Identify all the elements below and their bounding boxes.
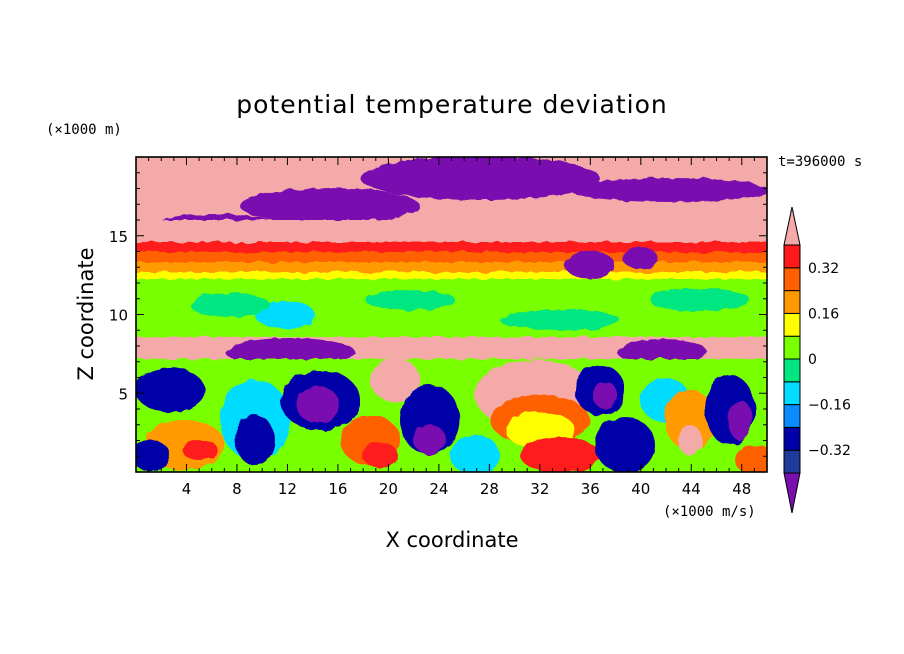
x-tick-label: 36 (581, 480, 600, 498)
x-unit-label: (×1000 m/s) (663, 504, 756, 520)
colorbar: 0.32 0.16 0 −0.16 −0.32 (783, 206, 851, 514)
colorbar-tick-label: 0.16 (808, 306, 839, 322)
colorbar-tick-label: −0.32 (808, 443, 851, 459)
x-axis: 4 8 12 16 20 24 28 32 36 40 44 48 (148, 157, 755, 498)
x-tick-label: 24 (429, 480, 448, 498)
colorbar-bin (783, 290, 801, 314)
time-label: t=396000 s (778, 154, 862, 170)
y-tick-label: 15 (109, 228, 128, 246)
colorbar-tick-label: 0 (808, 352, 817, 368)
x-tick-label: 12 (278, 480, 297, 498)
colorbar-tick-label: 0.32 (808, 261, 839, 277)
colorbar-under-triangle (783, 472, 801, 514)
x-tick-label: 32 (530, 480, 549, 498)
x-axis-title: X coordinate (385, 528, 518, 552)
y-axis-title: Z coordinate (74, 247, 98, 380)
colorbar-bin (783, 267, 801, 292)
colorbar-bin (783, 404, 801, 428)
chart-title: potential temperature deviation (236, 90, 667, 119)
x-tick-label: 20 (379, 480, 398, 498)
x-tick-label: 8 (232, 480, 242, 498)
colorbar-bin (783, 244, 801, 269)
x-tick-label: 48 (732, 480, 751, 498)
colorbar-bin (783, 449, 801, 474)
colorbar-bin (783, 358, 801, 383)
x-tick-label: 44 (682, 480, 701, 498)
x-tick-label: 28 (480, 480, 499, 498)
colorbar-bin (783, 335, 801, 360)
colorbar-bin (783, 312, 801, 337)
x-tick-label: 16 (328, 480, 347, 498)
heatmap-field (136, 157, 767, 472)
x-tick-label: 40 (631, 480, 650, 498)
colorbar-bin (783, 381, 801, 406)
y-unit-label: (×1000 m) (46, 122, 122, 138)
y-tick-label: 5 (118, 385, 128, 403)
y-axis: 5 10 15 (109, 172, 767, 457)
y-tick-label: 10 (109, 307, 128, 325)
colorbar-over-triangle (783, 206, 801, 246)
x-tick-label: 4 (182, 480, 192, 498)
colorbar-bin (783, 426, 801, 451)
colorbar-tick-label: −0.16 (808, 398, 851, 414)
